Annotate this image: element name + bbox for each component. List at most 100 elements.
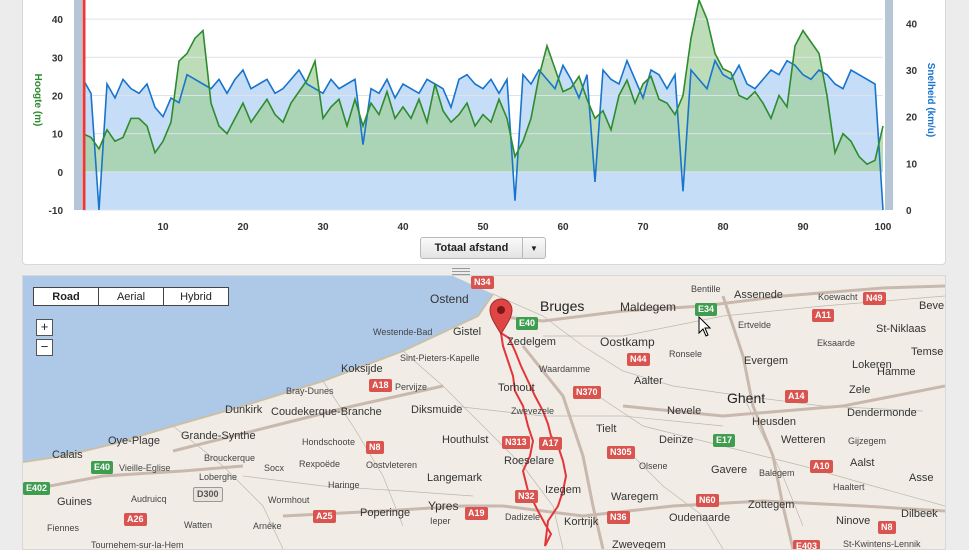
city-label: Ninove <box>836 515 871 527</box>
city-label: Evergem <box>744 355 789 367</box>
city-label: Waardamme <box>539 364 591 374</box>
resize-handle[interactable] <box>452 266 470 275</box>
city-label: Ghent <box>727 390 766 406</box>
city-label: Ostend <box>430 292 469 306</box>
y-left-axis-title: Hoogte (m) <box>32 74 43 127</box>
city-label: Eksaarde <box>817 338 856 348</box>
city-label: Oostvleteren <box>366 460 418 470</box>
zoom-out-button[interactable]: − <box>36 339 53 356</box>
city-label: Wetteren <box>781 434 826 446</box>
speed-line <box>82 58 884 211</box>
city-label: Houthulst <box>442 434 489 446</box>
map-type-switcher: Road Aerial Hybrid <box>33 287 229 306</box>
city-label: Asse <box>909 472 934 484</box>
city-label: Arnèke <box>253 521 282 531</box>
road-shield: N44 <box>627 353 650 366</box>
city-label: Aalst <box>850 457 875 469</box>
city-label: Tielt <box>596 423 617 435</box>
map-panel[interactable]: Road Aerial Hybrid + − Bruges Ghent Oste… <box>22 275 946 550</box>
city-label: Aalter <box>634 375 663 387</box>
city-label: Rexpoëde <box>299 459 341 469</box>
city-label: Socx <box>264 463 285 473</box>
city-label: Nevele <box>667 405 702 417</box>
y-left-tick-label: 30 <box>52 53 64 64</box>
city-label: Loberghe <box>199 472 238 482</box>
city-label: Balegem <box>759 468 795 478</box>
city-label: Zwevegem <box>612 539 666 550</box>
city-label: St-Kwintens-Lennik <box>843 539 921 549</box>
road-shield: E40 <box>91 461 114 474</box>
road-shield: N370 <box>573 386 601 399</box>
city-label: Ieper <box>430 516 451 526</box>
map-type-hybrid-button[interactable]: Hybrid <box>163 288 228 305</box>
road-shield: A11 <box>812 309 835 322</box>
road-shield: E402 <box>23 482 51 495</box>
x-tick-label: 80 <box>717 222 729 233</box>
x-tick-label: 100 <box>875 222 892 233</box>
city-label: Fiennes <box>47 523 80 533</box>
city-label: Oostkamp <box>600 335 655 349</box>
city-label: Dunkirk <box>225 404 263 416</box>
x-tick-label: 10 <box>157 222 169 233</box>
city-label: Deinze <box>659 434 694 446</box>
city-label: Calais <box>52 449 83 461</box>
y-left-tick-label: 0 <box>57 168 63 179</box>
y-right-tick-label: 20 <box>906 113 918 124</box>
zoom-in-button[interactable]: + <box>36 319 53 336</box>
city-label: Dilbeek <box>901 508 938 520</box>
road-shield: E34 <box>695 303 718 316</box>
map-canvas[interactable] <box>23 276 945 549</box>
map-type-aerial-button[interactable]: Aerial <box>98 288 163 305</box>
x-axis-selector[interactable]: Totaal afstand ▼ <box>420 237 546 259</box>
x-axis-selector-label: Totaal afstand <box>434 242 509 254</box>
city-label: Lokeren <box>852 359 892 371</box>
map-type-road-button[interactable]: Road <box>52 290 80 303</box>
city-label: Watten <box>184 520 213 530</box>
road-shield: N49 <box>863 292 886 305</box>
city-label: Ertvelde <box>738 320 772 330</box>
city-label: Zwevezele <box>511 406 555 416</box>
city-label: St-Niklaas <box>876 323 927 335</box>
city-label: Ronsele <box>669 349 703 359</box>
x-tick-label: 50 <box>477 222 489 233</box>
y-left-tick-label: 40 <box>52 15 64 26</box>
city-label: Torhout <box>498 382 535 394</box>
road-shield: E403 <box>793 540 821 549</box>
city-label: Koksijde <box>341 363 383 375</box>
x-tick-label: 70 <box>637 222 649 233</box>
city-label: Dadizele <box>505 512 541 522</box>
city-label: Maldegem <box>620 300 677 314</box>
y-right-tick-label: 10 <box>906 159 918 170</box>
road-shield: N32 <box>515 490 538 503</box>
city-label: Vieille-Eglise <box>119 463 171 473</box>
city-label: Tournehem-sur-la-Hem <box>91 540 184 550</box>
city-label: Assenede <box>734 289 783 301</box>
city-label: Beve <box>919 300 945 312</box>
city-label: Bentille <box>691 284 721 294</box>
road-shield: N36 <box>607 511 630 524</box>
city-label: Haaltert <box>833 482 865 492</box>
city-label: Oudenaarde <box>669 512 731 524</box>
y-left-tick-label: 10 <box>52 130 64 141</box>
road-shield: A25 <box>313 510 336 523</box>
road-shield: N8 <box>878 521 896 534</box>
y-right-tick-label: 40 <box>906 19 918 30</box>
city-label: Brouckerque <box>204 453 256 463</box>
chart-panel: 40 30 20 10 0 -10 40 30 20 10 0 10 20 30 40 50 60 70 80 90 1… <box>22 0 946 265</box>
road-shield: A19 <box>465 507 488 520</box>
road-shield: A26 <box>124 513 147 526</box>
city-label: Ypres <box>428 499 459 513</box>
city-label: Zottegem <box>748 499 795 511</box>
chevron-down-icon[interactable]: ▼ <box>522 238 545 258</box>
city-label: Olsene <box>639 461 668 471</box>
city-label: Izegem <box>545 484 582 496</box>
elevation-line <box>82 0 884 166</box>
right-axis-bar <box>885 0 893 210</box>
city-label: Gistel <box>453 326 482 338</box>
city-label: Dendermonde <box>847 407 917 419</box>
city-label: Hamme <box>877 366 916 378</box>
road-shield: N60 <box>696 494 719 507</box>
x-tick-label: 90 <box>797 222 809 233</box>
y-right-tick-label: 30 <box>906 66 918 77</box>
